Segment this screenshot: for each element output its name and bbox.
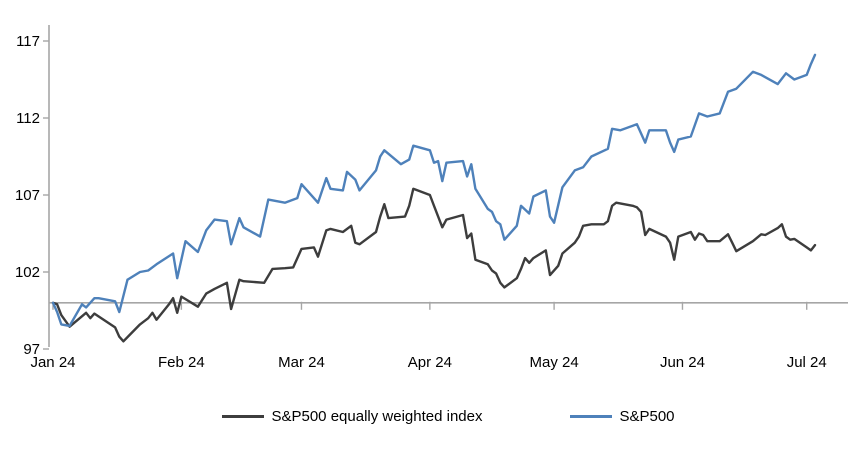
y-axis-label: 117	[16, 33, 40, 50]
y-axis-label: 97	[23, 341, 40, 358]
x-axis-label: Jun 24	[660, 354, 705, 371]
legend-item-equal-weight: S&P500 equally weighted index	[222, 408, 482, 425]
x-axis-label: Apr 24	[408, 354, 452, 371]
x-axis-label: Jan 24	[30, 354, 75, 371]
legend: S&P500 equally weighted index S&P500	[0, 408, 852, 425]
x-axis-label: May 24	[529, 354, 578, 371]
y-axis-label: 107	[15, 187, 40, 204]
legend-label-equal-weight: S&P500 equally weighted index	[271, 408, 483, 425]
y-axis-label: 112	[16, 110, 40, 127]
legend-label-sp500: S&P500	[619, 408, 675, 425]
legend-item-sp500: S&P500	[570, 408, 675, 425]
x-axis-label: Feb 24	[158, 354, 205, 371]
legend-line-sp500-icon	[570, 415, 613, 418]
series-line-sp500	[51, 53, 817, 328]
y-axis-label: 102	[15, 264, 40, 281]
x-axis-label: Mar 24	[278, 354, 325, 371]
x-axis-label: Jul 24	[787, 354, 827, 371]
legend-line-equal-weight-icon	[222, 415, 265, 418]
series-line-sp500-equal-weight	[51, 187, 817, 343]
